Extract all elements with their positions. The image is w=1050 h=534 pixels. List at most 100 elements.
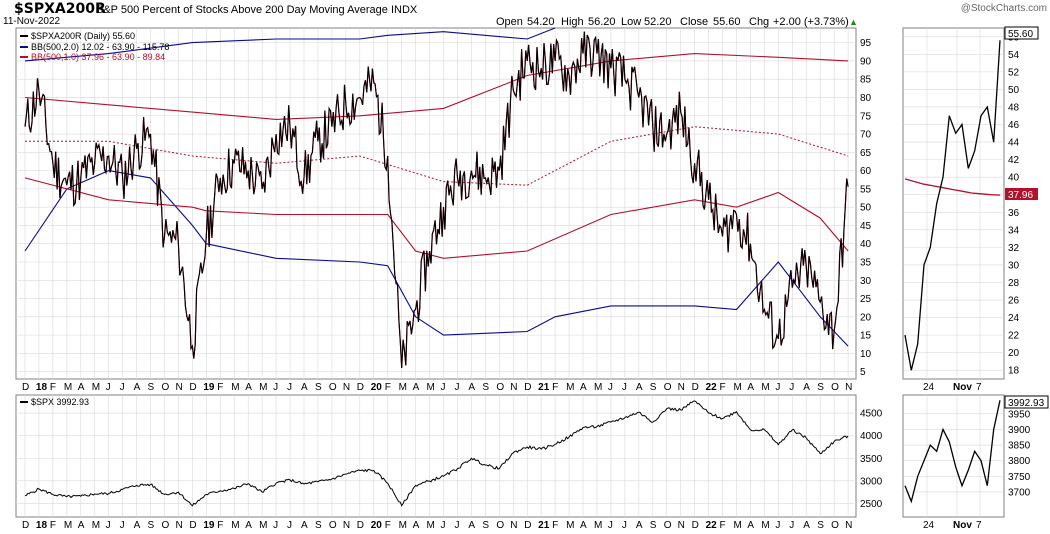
y-tick-label: 46: [1008, 120, 1020, 131]
y-tick-label: 3000: [860, 476, 883, 487]
x-tick-label: A: [301, 382, 308, 393]
x-tick-label: D: [357, 520, 364, 531]
zoom-x-tick-label: 7: [976, 382, 982, 393]
y-tick-label: 20: [1008, 348, 1020, 359]
y-tick-label: 25: [860, 294, 872, 305]
x-tick-label: D: [22, 520, 29, 531]
low-label: Low: [621, 16, 641, 28]
x-tick-label: 20: [371, 382, 383, 393]
x-tick-label: S: [482, 382, 489, 393]
x-tick-label: M: [399, 520, 407, 531]
ohlc-readout: Open 54.20 High 56.20 Low 52.20 Close 55…: [496, 16, 858, 28]
x-tick-label: N: [845, 382, 852, 393]
x-tick-label: 20: [371, 520, 383, 531]
x-tick-label: O: [496, 520, 504, 531]
y-tick-label: 54: [1008, 50, 1020, 61]
x-tick-label: J: [273, 382, 278, 393]
svg-text:55.60: 55.60: [1008, 29, 1033, 40]
x-tick-label: M: [733, 520, 741, 531]
x-tick-label: 21: [538, 382, 550, 393]
x-tick-label: M: [231, 520, 239, 531]
spx-line: [24, 400, 849, 507]
watermark: @StockCharts.com: [961, 3, 1047, 14]
x-tick-label: D: [524, 520, 531, 531]
x-tick-label: 19: [203, 520, 215, 531]
x-tick-label: D: [22, 382, 29, 393]
zoom-percent-line: [904, 40, 1001, 371]
low-value: 52.20: [644, 16, 672, 28]
main-legend: $SPXA200R (Daily) 55.60 BB(500,2.0) 12.0…: [20, 31, 169, 62]
legend-main: $SPXA200R (Daily) 55.60: [31, 31, 135, 41]
x-tick-label: J: [441, 520, 446, 531]
x-tick-label: S: [817, 520, 824, 531]
y-tick-label: 80: [860, 93, 872, 104]
x-tick-label: J: [775, 382, 780, 393]
x-tick-label: J: [273, 520, 278, 531]
zoom-bb1-lower-line: [904, 178, 1001, 196]
x-tick-label: J: [622, 382, 627, 393]
x-tick-label: A: [636, 382, 643, 393]
zoom-x-tick-label: 24: [923, 520, 935, 531]
x-tick-label: 18: [36, 382, 48, 393]
x-tick-label: N: [175, 382, 182, 393]
x-tick-label: J: [789, 382, 794, 393]
x-tick-label: O: [329, 520, 337, 531]
bb-lower-badge: 37.96: [1005, 188, 1038, 201]
y-tick-label: 24: [1008, 313, 1020, 324]
x-tick-label: J: [106, 382, 111, 393]
y-tick-label: 50: [860, 203, 872, 214]
spx-legend: $SPX 3992.93: [20, 397, 89, 407]
x-tick-label: S: [817, 382, 824, 393]
x-tick-label: N: [343, 520, 350, 531]
y-tick-label: 30: [860, 276, 872, 287]
x-tick-label: J: [454, 382, 459, 393]
x-tick-label: N: [678, 520, 685, 531]
main-panel: [15, 27, 857, 380]
x-tick-label: J: [789, 520, 794, 531]
zoom-x-tick-label: Nov: [953, 382, 972, 393]
x-tick-label: M: [594, 382, 602, 393]
x-tick-label: J: [608, 520, 613, 531]
symbol-title: $SPXA200R: [14, 1, 106, 17]
y-tick-label: 52: [1008, 67, 1020, 78]
chart-date: 11-Nov-2022: [3, 16, 61, 27]
x-tick-label: D: [692, 382, 699, 393]
x-tick-label: M: [259, 520, 267, 531]
y-tick-label: 3850: [1008, 441, 1031, 452]
x-tick-label: O: [664, 520, 672, 531]
spx-last-badge: 3992.93: [1004, 395, 1049, 409]
x-tick-label: F: [217, 520, 223, 531]
x-tick-label: A: [134, 382, 141, 393]
up-arrow-icon: ▲: [849, 17, 858, 27]
x-tick-label: M: [92, 382, 100, 393]
x-tick-label: O: [329, 382, 337, 393]
x-tick-label: J: [622, 520, 627, 531]
high-value: 56.20: [588, 16, 616, 28]
x-tick-label: S: [148, 382, 155, 393]
x-tick-label: F: [552, 382, 558, 393]
y-tick-label: 22: [1008, 331, 1020, 342]
x-tick-label: A: [134, 520, 141, 531]
y-tick-label: 65: [860, 148, 872, 159]
y-tick-label: 48: [1008, 102, 1020, 113]
x-tick-label: N: [343, 382, 350, 393]
svg-text:37.96: 37.96: [1008, 190, 1033, 201]
y-tick-label: 5: [860, 367, 866, 378]
x-tick-label: S: [650, 382, 657, 393]
x-tick-label: A: [747, 520, 754, 531]
y-tick-label: 3950: [1008, 409, 1031, 420]
x-tick-label: J: [441, 382, 446, 393]
x-tick-label: M: [427, 382, 435, 393]
x-tick-label: M: [566, 382, 574, 393]
x-tick-label: O: [664, 382, 672, 393]
x-tick-label: A: [468, 382, 475, 393]
legend-spx: $SPX 3992.93: [31, 397, 89, 407]
x-tick-label: S: [148, 520, 155, 531]
y-tick-label: 10: [860, 349, 872, 360]
x-tick-label: M: [427, 520, 435, 531]
y-tick-label: 3700: [1008, 487, 1031, 498]
x-tick-label: A: [803, 520, 810, 531]
x-tick-label: A: [580, 382, 587, 393]
y-tick-label: 55: [860, 184, 872, 195]
